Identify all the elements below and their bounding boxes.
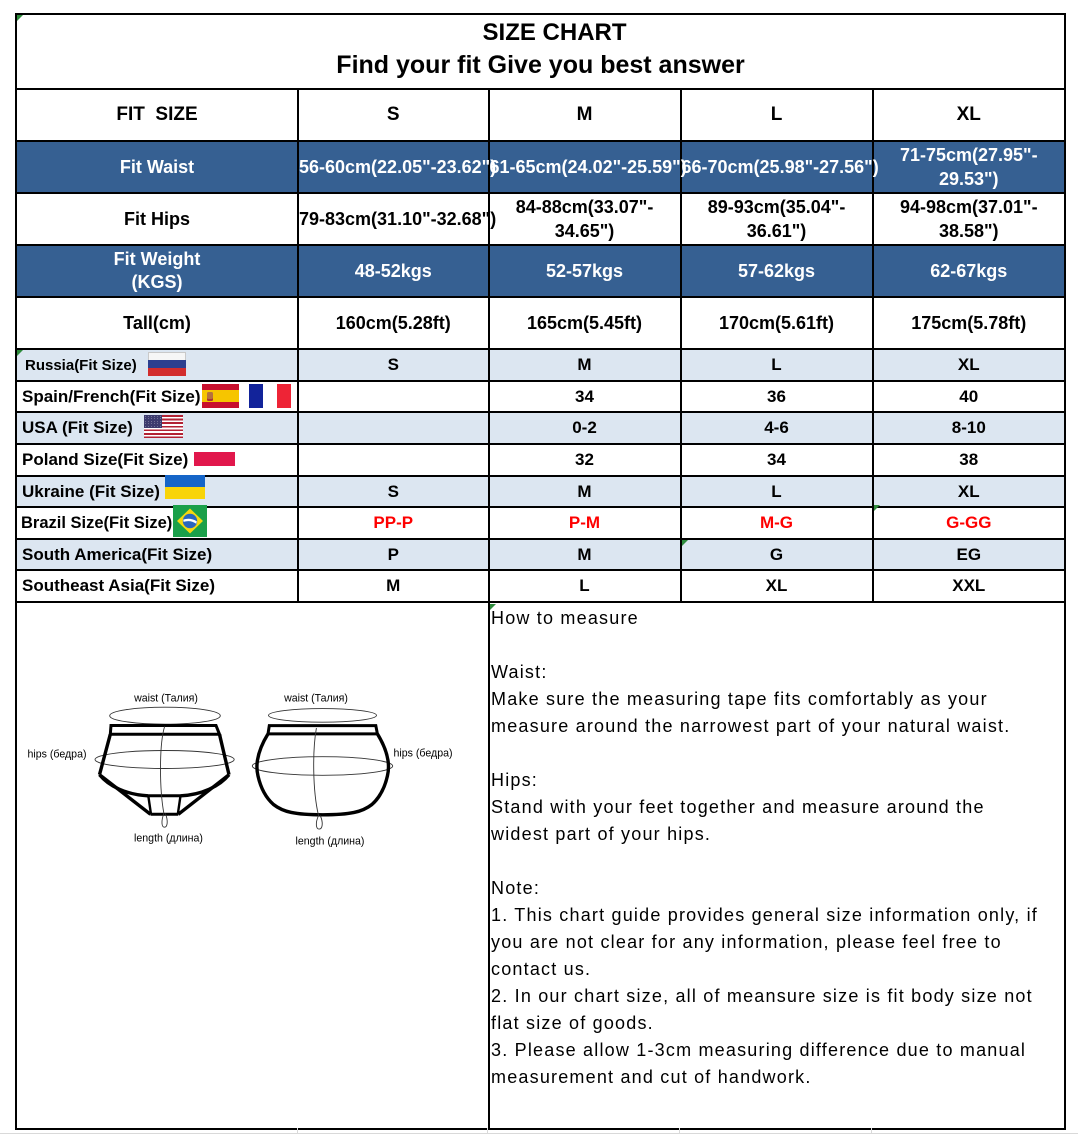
- svg-text:hips (бедра): hips (бедра): [27, 749, 86, 761]
- svg-text:waist (Талия): waist (Талия): [283, 693, 348, 705]
- svg-text:length (длина): length (длина): [134, 833, 203, 845]
- svg-text:length (длина): length (длина): [296, 836, 365, 848]
- svg-text:waist (Талия): waist (Талия): [133, 693, 198, 705]
- svg-text:hips (бедра): hips (бедра): [394, 748, 453, 760]
